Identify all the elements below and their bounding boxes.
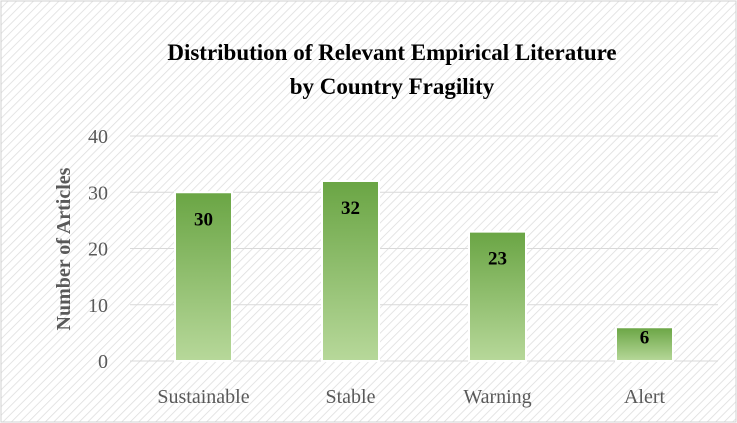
- bar-warning: [468, 230, 527, 362]
- chart-title-line-1: Distribution of Relevant Empirical Liter…: [167, 40, 616, 65]
- x-tick-label: Stable: [326, 386, 376, 408]
- data-label: 6: [640, 327, 650, 348]
- y-axis-ticks: 0 10 20 30 40: [88, 126, 108, 373]
- y-tick-label: 30: [88, 182, 108, 204]
- y-tick-label: 10: [88, 295, 108, 317]
- bar-sustainable: [174, 191, 233, 362]
- x-tick-label: Sustainable: [157, 386, 249, 408]
- x-tick-label: Warning: [463, 386, 531, 408]
- y-tick-label: 40: [88, 126, 108, 148]
- x-axis-ticks: Sustainable Stable Warning Alert: [157, 386, 665, 408]
- data-label: 30: [194, 209, 213, 230]
- y-tick-label: 0: [98, 351, 108, 373]
- data-label: 32: [341, 198, 360, 219]
- y-axis-title: Number of Articles: [53, 167, 75, 330]
- chart-title-line-2: by Country Fragility: [290, 74, 495, 99]
- y-tick-label: 20: [88, 239, 108, 261]
- data-label: 23: [488, 249, 507, 270]
- bar-alert: [615, 326, 674, 362]
- bar-stable: [321, 180, 380, 362]
- bars: 30 32 23 6: [174, 180, 674, 362]
- x-tick-label: Alert: [624, 386, 666, 408]
